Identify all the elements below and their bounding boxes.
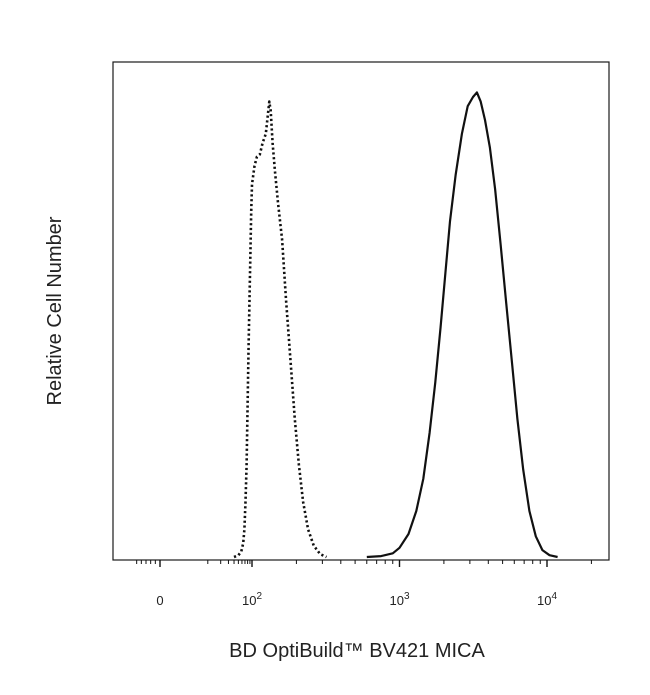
- histogram-series-group: [233, 91, 558, 559]
- stained-histogram-line: [366, 91, 558, 559]
- x-tick-label: 102: [242, 591, 262, 608]
- x-tick-label: 104: [537, 591, 557, 608]
- control-histogram-line: [233, 100, 328, 559]
- x-axis-ticks: [136, 560, 592, 567]
- x-axis-tick-labels: 0 102 103 104: [156, 591, 557, 608]
- plot-frame: [112, 61, 610, 561]
- x-tick-label: 0: [156, 593, 163, 608]
- y-axis-title: Relative Cell Number: [44, 216, 66, 405]
- x-tick-label: 103: [389, 591, 409, 608]
- x-axis-title: BD OptiBuild™ BV421 MICA: [229, 640, 485, 662]
